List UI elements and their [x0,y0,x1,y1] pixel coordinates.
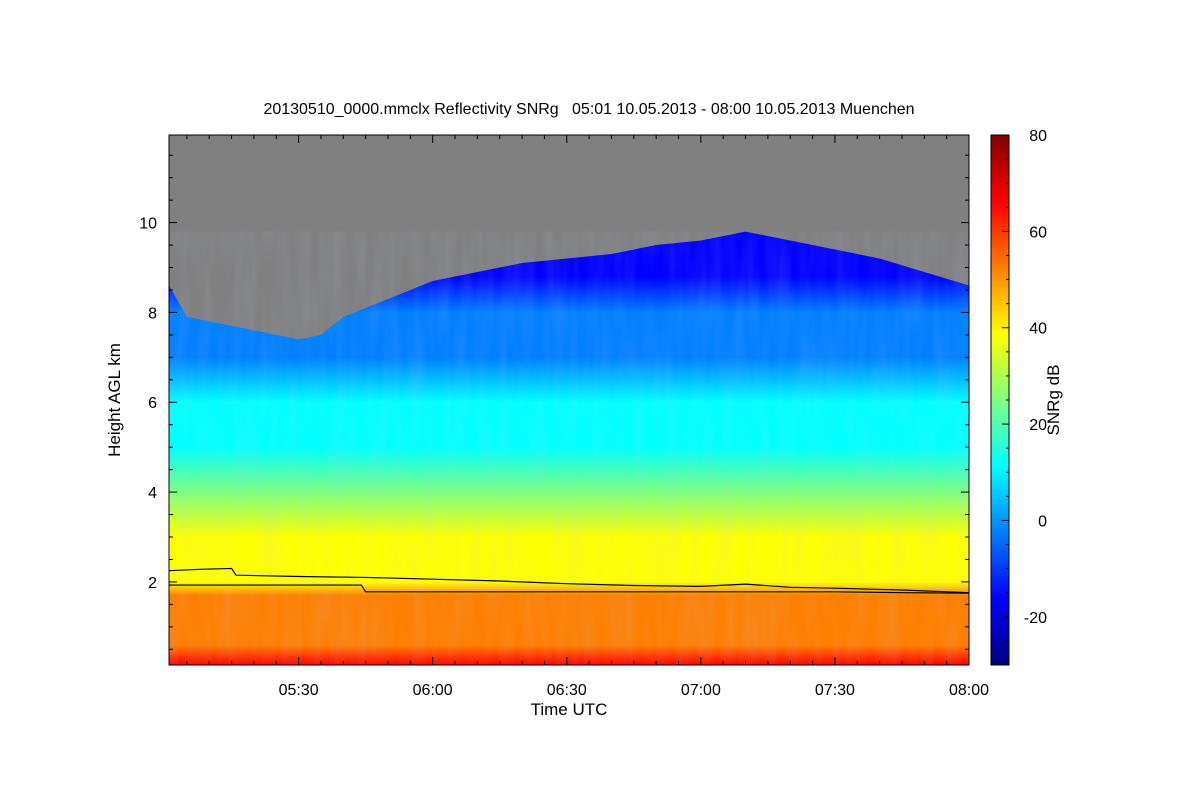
plot-frame [168,134,970,666]
x-tick-label: 07:00 [681,682,721,699]
x-tick-label: 06:00 [413,682,453,699]
plot-area [169,135,969,665]
colorbar: -20 0 20 40 60 80 SNRg dB [990,128,1063,666]
y-tick-label: 4 [148,485,157,502]
colorbar-tick-label: 20 [1029,417,1047,434]
y-tick-label: 8 [148,305,157,322]
colorbar-tick-label: 80 [1029,128,1047,145]
x-tick-label: 05:30 [279,682,319,699]
y-axis: 2 4 6 8 10 [139,154,969,650]
chart-title: 20130510_0000.mmclx Reflectivity SNRg 05… [263,101,914,118]
x-tick-label: 07:30 [815,682,855,699]
y-axis-label: Height AGL km [105,343,124,457]
boundary-line-1 [169,567,969,594]
x-tick-label: 08:00 [949,682,989,699]
x-tick-label: 06:30 [547,682,587,699]
boundary-lines-layer [169,567,969,594]
colorbar-tick-label: 0 [1038,513,1047,530]
colorbar-label: SNRg dB [1044,365,1063,436]
colorbar-tick-label: 60 [1029,224,1047,241]
y-tick-label: 6 [148,395,157,412]
x-axis-label: Time UTC [531,700,608,719]
colorbar-tick-label: 40 [1029,321,1047,338]
colorbar-axis: -20 0 20 40 60 80 [1002,128,1047,666]
fall-streak-texture [169,231,969,665]
colorbar-tick-label: -20 [1024,610,1047,627]
y-tick-label: 2 [148,575,157,592]
y-tick-label: 10 [139,216,157,233]
x-axis: 05:30 06:00 06:30 07:00 07:30 08:00 [186,135,989,699]
boundary-line-2 [169,584,969,594]
